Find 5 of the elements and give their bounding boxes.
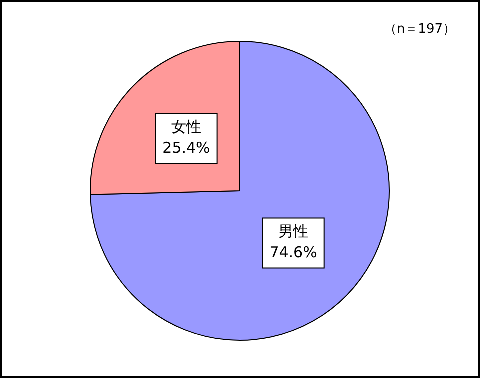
data-label: 74.6% (270, 244, 318, 262)
slice-label: 男性 (278, 222, 309, 241)
text: （n＝197） (384, 21, 456, 38)
slice-label: 女性 (171, 118, 202, 136)
data-label: 25.4% (162, 139, 210, 158)
